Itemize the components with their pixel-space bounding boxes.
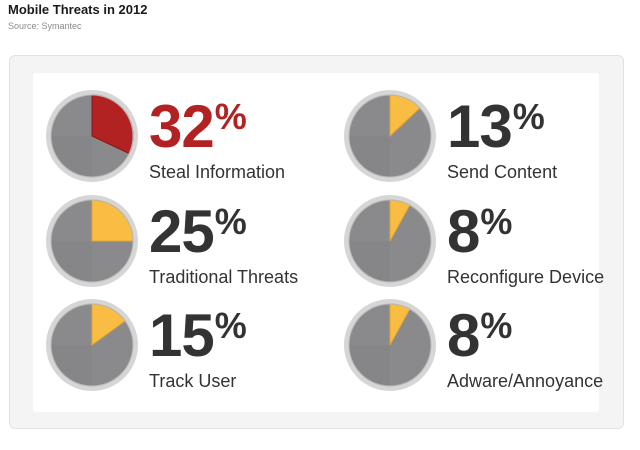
- chart-card: 32% Steal Information 25% Traditional Threa…: [33, 73, 604, 412]
- percentage-reconfigure-device: 8%: [447, 202, 512, 262]
- percent-sign: %: [214, 96, 247, 137]
- pie-traditional-threats: [46, 195, 138, 287]
- stat-reconfigure-device: 8% Reconfigure Device: [343, 194, 633, 294]
- pie-send-content: [344, 90, 436, 182]
- percentage-track-user: 15%: [149, 306, 247, 366]
- percent-sign: %: [480, 305, 513, 346]
- pie-outline: [50, 303, 134, 387]
- percentage-value: 8: [447, 198, 480, 265]
- stat-track-user: 15% Track User: [45, 298, 335, 398]
- label-track-user: Track User: [149, 371, 237, 391]
- label-traditional-threats: Traditional Threats: [149, 267, 299, 287]
- chart-panel: 32% Steal Information 25% Traditional Threa…: [9, 55, 624, 429]
- percentage-value: 32: [149, 93, 215, 160]
- label-adware-annoyance: Adware/Annoyance: [447, 371, 604, 391]
- chart-source: Source: Symantec: [8, 21, 82, 31]
- pie-track-user: [46, 299, 138, 391]
- percentage-value: 13: [447, 93, 513, 160]
- pie-outline: [50, 199, 134, 283]
- pie-shade: [51, 136, 92, 177]
- pie-slice-traditional-threats: [91, 199, 134, 242]
- pie-adware-annoyance: [344, 299, 436, 391]
- percentage-send-content: 13%: [447, 97, 545, 157]
- percent-sign: %: [512, 96, 545, 137]
- chart-title: Mobile Threats in 2012: [8, 2, 148, 17]
- stat-traditional-threats: 25% Traditional Threats: [45, 194, 335, 294]
- pie-shade: [51, 345, 92, 386]
- pie-outline: [50, 94, 134, 178]
- pie-outline: [348, 303, 432, 387]
- percent-sign: %: [480, 201, 513, 242]
- pie-reconfigure-device: [344, 195, 436, 287]
- stat-steal-information: 32% Steal Information: [45, 89, 335, 189]
- stat-adware-annoyance: 8% Adware/Annoyance: [343, 298, 633, 398]
- pie-shade: [349, 241, 390, 282]
- pie-outline: [348, 199, 432, 283]
- percentage-value: 25: [149, 198, 215, 265]
- percentage-value: 8: [447, 302, 480, 369]
- pie-shade: [349, 345, 390, 386]
- label-reconfigure-device: Reconfigure Device: [447, 267, 605, 287]
- percentage-steal-information: 32%: [149, 97, 247, 157]
- label-steal-information: Steal Information: [149, 162, 286, 182]
- percent-sign: %: [214, 201, 247, 242]
- pie-steal-information: [46, 90, 138, 182]
- label-send-content: Send Content: [447, 162, 558, 182]
- percent-sign: %: [214, 305, 247, 346]
- pie-outline: [348, 94, 432, 178]
- pie-shade: [51, 241, 92, 282]
- pie-shade: [349, 136, 390, 177]
- percentage-traditional-threats: 25%: [149, 202, 247, 262]
- percentage-adware-annoyance: 8%: [447, 306, 512, 366]
- stat-send-content: 13% Send Content: [343, 89, 633, 189]
- percentage-value: 15: [149, 302, 215, 369]
